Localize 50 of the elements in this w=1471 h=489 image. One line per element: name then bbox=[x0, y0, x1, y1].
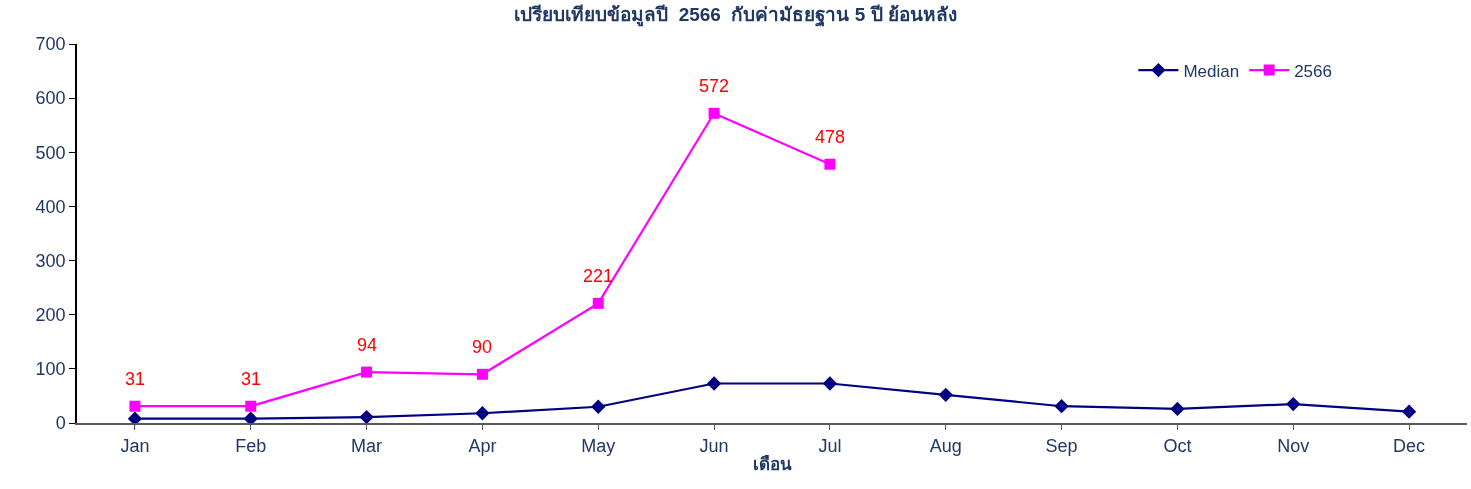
y-tick-label: 600 bbox=[35, 88, 66, 109]
point bbox=[361, 366, 373, 378]
point bbox=[129, 400, 141, 412]
point bbox=[1286, 396, 1301, 412]
x-tick-label: Mar bbox=[351, 435, 383, 456]
point bbox=[708, 107, 720, 119]
y-tick-label: 400 bbox=[35, 196, 66, 217]
x-axis-title: เดือน bbox=[752, 454, 792, 475]
x-tick-label: Jun bbox=[699, 435, 729, 456]
point bbox=[475, 406, 490, 421]
point bbox=[1054, 399, 1069, 414]
y-tick-label: 500 bbox=[35, 142, 66, 163]
point bbox=[822, 376, 838, 391]
data-label: 31 bbox=[241, 369, 262, 389]
x-tick-label: Jul bbox=[818, 435, 842, 456]
data-label: 90 bbox=[472, 337, 493, 357]
chart-title: เปรียบเทียบข้อมูลปี 2566 กับค่ามัธยฐาน 5 ปี ย้อนหลัง bbox=[514, 3, 957, 28]
y-tick-label: 300 bbox=[35, 250, 66, 271]
point bbox=[127, 411, 143, 426]
point bbox=[824, 158, 836, 170]
data-label: 478 bbox=[815, 127, 846, 147]
legend-label: Median bbox=[1183, 61, 1240, 81]
y-tick-label: 200 bbox=[35, 305, 66, 326]
x-tick-label: Feb bbox=[235, 435, 267, 456]
point bbox=[938, 387, 953, 402]
point bbox=[245, 400, 257, 412]
point bbox=[1401, 404, 1417, 419]
y-tick-label: 100 bbox=[35, 359, 66, 380]
x-tick-label: May bbox=[581, 435, 616, 456]
data-label: 221 bbox=[583, 266, 614, 286]
y-tick-label: 0 bbox=[55, 413, 66, 434]
x-tick-label: Nov bbox=[1277, 435, 1310, 456]
x-tick-label: Dec bbox=[1393, 435, 1426, 456]
point bbox=[591, 399, 606, 414]
x-tick-label: Aug bbox=[929, 435, 962, 456]
point bbox=[1170, 401, 1185, 417]
data-label: 94 bbox=[357, 335, 378, 355]
x-tick-label: Jan bbox=[120, 435, 150, 456]
point bbox=[706, 376, 722, 391]
data-label: 31 bbox=[125, 369, 146, 389]
x-tick-label: Apr bbox=[468, 435, 497, 456]
point bbox=[359, 409, 374, 425]
x-tick-label: Sep bbox=[1045, 435, 1078, 456]
data-label: 572 bbox=[699, 76, 730, 96]
x-tick-label: Oct bbox=[1163, 435, 1192, 456]
point bbox=[476, 368, 488, 380]
point bbox=[243, 411, 258, 426]
y-tick-label: 700 bbox=[35, 34, 66, 55]
legend-label: 2566 bbox=[1294, 61, 1332, 81]
point bbox=[592, 297, 604, 309]
